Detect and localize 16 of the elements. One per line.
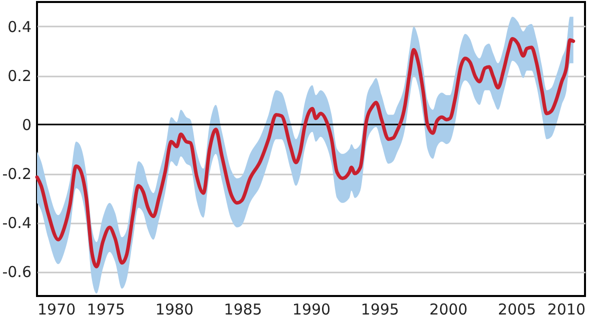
x-tick-label: 1975 [86, 300, 126, 318]
y-tick-label: -0.4 [2, 214, 32, 232]
y-tick-label: -0.6 [2, 263, 32, 281]
x-tick-label: 1990 [292, 300, 331, 318]
x-tick-label: 1995 [360, 300, 400, 318]
y-tick-label: 0.4 [8, 18, 32, 36]
x-tick-label: 1970 [38, 300, 76, 318]
x-tick-label: 1980 [155, 300, 194, 318]
line-series [35, 37, 576, 268]
x-tick-label: 2010 [547, 300, 586, 318]
y-tick-label: 0 [22, 116, 32, 134]
x-tick-label: 2005 [498, 300, 536, 318]
x-tick-label: 1985 [224, 300, 262, 318]
x-tick-label: 2000 [429, 300, 468, 318]
y-tick-label: 0.2 [8, 67, 32, 85]
y-tick-label: -0.2 [2, 165, 32, 183]
